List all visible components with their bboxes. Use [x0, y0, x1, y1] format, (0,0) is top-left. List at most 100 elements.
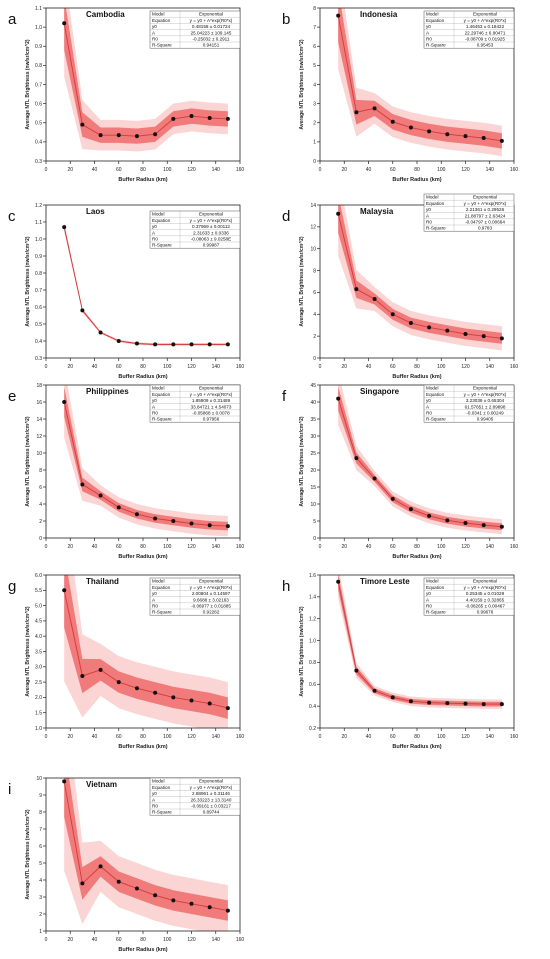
panel-title: Singapore	[360, 387, 400, 396]
data-point	[372, 296, 377, 301]
y-tick-label: 16	[36, 400, 42, 406]
fit-table-value: 0.37969 ± 0.00112	[192, 224, 230, 229]
data-point	[336, 211, 341, 216]
y-tick-label: 0.6	[309, 682, 316, 688]
data-point	[499, 524, 504, 529]
fit-table-key: R0	[426, 220, 432, 225]
y-tick-label: 12	[36, 434, 42, 440]
fit-table-key: R0	[152, 804, 158, 809]
fit-table-key: y0	[426, 24, 431, 29]
data-point	[171, 695, 176, 700]
y-tick-label: 25	[310, 451, 316, 457]
x-tick-label: 100	[437, 544, 446, 550]
fit-table-value: 0.9783	[478, 226, 492, 231]
x-axis-label: Buffer Radius (km)	[118, 947, 167, 953]
data-point	[189, 521, 194, 526]
x-tick-label: 20	[67, 167, 73, 173]
x-tick-label: 40	[366, 544, 372, 550]
x-tick-label: 20	[67, 734, 73, 740]
y-tick-label: 1	[313, 140, 316, 146]
x-tick-label: 160	[236, 364, 245, 370]
fit-table-key: R0	[152, 604, 158, 609]
x-tick-label: 140	[212, 364, 221, 370]
fit-table-value: 61.57651 ± 2.89898	[465, 404, 506, 409]
fit-table-key: R-Square	[152, 43, 172, 48]
y-tick-label: 35	[310, 417, 316, 423]
fit-table-value: y = y0 + A*exp(R0*x)	[464, 18, 507, 23]
x-tick-label: 60	[116, 167, 122, 173]
y-tick-label: 6	[313, 44, 316, 50]
data-point	[225, 342, 230, 347]
data-line	[63, 781, 228, 912]
data-point	[481, 334, 486, 339]
fit-table-value: Exponential	[473, 579, 497, 584]
y-tick-label: 7	[313, 25, 316, 31]
x-tick-label: 100	[163, 544, 172, 550]
fit-table-value: -0.06977 ± 0.01885	[191, 604, 231, 609]
confidence-band	[64, 575, 228, 719]
series-group	[63, 401, 228, 527]
panel-e: 0 20 40 60 80 100 120 140 160 0 2 4 6 8 10 12 14 16 18 Buff…	[8, 383, 245, 560]
x-axis-label: Buffer Radius (km)	[118, 554, 167, 560]
data-line	[63, 401, 228, 527]
data-point	[408, 507, 413, 512]
y-tick-label: 8	[313, 268, 316, 274]
x-tick-label: 80	[414, 364, 420, 370]
y-axis-label: Average NTL Brightness (nw/sr/cm^2)	[299, 39, 305, 130]
x-axis-label: Buffer Radius (km)	[392, 177, 441, 183]
data-point	[62, 21, 67, 26]
x-tick-label: 60	[116, 544, 122, 550]
fit-table-value: Exponential	[199, 12, 223, 17]
y-axis-label: Average NTL Brightness (nw/sr/cm^2)	[299, 416, 305, 507]
x-tick-label: 80	[140, 937, 146, 943]
fit-table: Model Exponential Equation y = y0 + A*exp(R…	[149, 210, 241, 249]
fit-table-key: y0	[426, 207, 431, 212]
data-point	[62, 779, 67, 784]
x-tick-label: 80	[140, 734, 146, 740]
y-axis-label: Average NTL Brightness (nw/sr/cm^2)	[299, 236, 305, 327]
data-point	[207, 342, 212, 347]
fit-table-key: R-Square	[426, 610, 446, 615]
y-tick-label: 1.5	[35, 711, 42, 717]
y-tick-label: 2.5	[35, 680, 42, 686]
series-group	[337, 15, 502, 142]
fit-table-key: Model	[426, 12, 439, 17]
y-tick-label: 15	[310, 485, 316, 491]
fit-table-key: R0	[152, 411, 158, 416]
data-point	[98, 864, 103, 869]
x-tick-label: 80	[140, 364, 146, 370]
data-point	[116, 339, 121, 343]
fit-table-key: R0	[426, 37, 432, 42]
panel-title: Laos	[86, 207, 105, 216]
data-point	[499, 138, 504, 143]
data-point	[354, 287, 359, 292]
data-point	[207, 115, 212, 120]
fit-table-key: Model	[152, 212, 165, 217]
y-tick-label: 0.3	[35, 159, 42, 165]
fit-table-value: 0.99676	[477, 610, 494, 615]
data-point	[225, 908, 230, 913]
x-tick-label: 20	[341, 734, 347, 740]
fit-table: Model Exponential Equation y = y0 + A*exp(R…	[423, 10, 515, 49]
data-point	[445, 132, 450, 137]
prediction-band	[338, 205, 502, 351]
y-tick-label: 2.0	[35, 695, 42, 701]
y-tick-label: 6	[313, 290, 316, 296]
fit-table-value: 4.40159 ± 0.32865	[466, 597, 505, 602]
data-point	[98, 133, 103, 138]
x-tick-label: 160	[236, 734, 245, 740]
x-tick-label: 160	[236, 544, 245, 550]
panel-f: 0 20 40 60 80 100 120 140 160 0 5 10 15 20 25 30 35 40 45 B…	[282, 383, 518, 560]
x-tick-label: 40	[92, 937, 98, 943]
y-tick-label: 10	[36, 776, 42, 782]
panel-g: 0 20 40 60 80 100 120 140 160 1.0 1.5 2.0 2.5 3.0 3.5 4…	[8, 573, 245, 750]
fit-table-value: -0.05868 ± 0.0078	[192, 411, 230, 416]
x-tick-label: 160	[510, 167, 519, 173]
fit-table: Model Exponential Equation y = y0 + A*exp(R…	[149, 577, 241, 616]
panel-h: 0 20 40 60 80 100 120 140 160 0.2 0.4 0.6 0.8 1.0 1.2 1…	[282, 573, 518, 750]
y-tick-label: 0.7	[35, 82, 42, 88]
fit-table-value: 3.23039 ± 0.65304	[466, 398, 505, 403]
y-tick-label: 0.9	[35, 254, 42, 260]
data-point	[62, 588, 67, 593]
x-axis-label: Buffer Radius (km)	[118, 374, 167, 380]
